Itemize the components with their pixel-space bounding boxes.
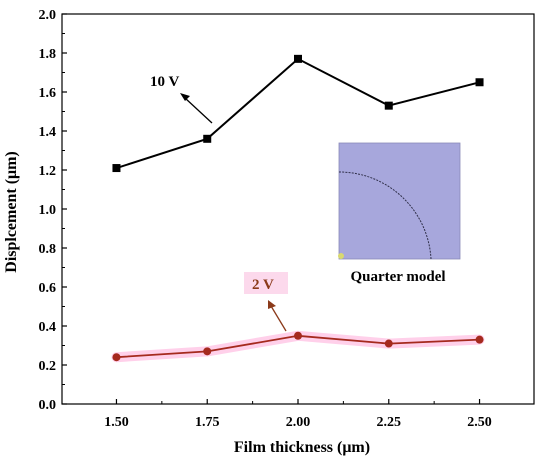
series-label-2v: 2 V — [252, 277, 274, 293]
inset-image — [338, 142, 461, 260]
x-tick-label: 2.00 — [286, 415, 311, 430]
annotation-arrow-2v — [270, 305, 287, 332]
data-point — [475, 335, 484, 344]
y-tick-label: 1.8 — [39, 47, 57, 62]
series-1 — [111, 330, 485, 363]
data-point — [112, 164, 121, 173]
y-tick-label: 1.0 — [39, 203, 57, 218]
data-point — [294, 331, 302, 340]
label-highlight-2v — [244, 272, 288, 294]
series-label-10v: 10 V — [150, 74, 179, 90]
x-tick-label: 1.75 — [195, 415, 220, 430]
x-axis-title: Film thickness (μm) — [234, 439, 370, 456]
inset-corner-marker — [338, 253, 344, 259]
data-point — [475, 78, 484, 87]
y-tick-label: 0.0 — [39, 398, 57, 413]
y-tick-label: 1.6 — [39, 86, 57, 101]
x-tick-label: 1.50 — [104, 415, 129, 430]
y-tick-label: 1.4 — [39, 125, 57, 140]
series-0 — [112, 54, 484, 173]
inset-label: Quarter model — [350, 269, 445, 285]
y-tick-label: 0.2 — [39, 359, 57, 374]
y-tick-label: 0.4 — [39, 320, 57, 335]
annotation-arrow-10v — [184, 97, 213, 124]
data-point — [384, 101, 393, 110]
data-point — [294, 54, 302, 63]
series — [111, 54, 485, 363]
data-point — [112, 353, 121, 362]
y-ticks: 0.0 0.2 0.4 0.6 0.8 1.0 1.2 1.4 1.6 1.8 2.0 — [39, 8, 67, 413]
data-point — [203, 134, 212, 143]
y-tick-label: 1.2 — [39, 164, 57, 179]
y-axis-title: Displcement (μm) — [3, 151, 20, 272]
data-point — [384, 339, 393, 348]
annotation-arrowhead-2v — [268, 300, 276, 309]
quarter-model-inset: Quarter model — [338, 142, 461, 285]
data-point — [203, 347, 212, 356]
plot-frame — [61, 13, 535, 405]
annotation-10v: 10 V — [150, 74, 213, 124]
x-tick-label: 2.50 — [467, 415, 492, 430]
annotation-arrowhead-10v — [180, 93, 190, 101]
y-tick-label: 2.0 — [39, 8, 57, 23]
axes — [61, 13, 535, 405]
y-tick-label: 0.8 — [39, 242, 57, 257]
y-tick-label: 0.6 — [39, 281, 57, 296]
x-tick-label: 2.25 — [377, 415, 402, 430]
x-ticks: 1.50 1.75 2.00 2.25 2.50 — [104, 399, 492, 430]
annotation-2v: 2 V — [244, 272, 288, 332]
